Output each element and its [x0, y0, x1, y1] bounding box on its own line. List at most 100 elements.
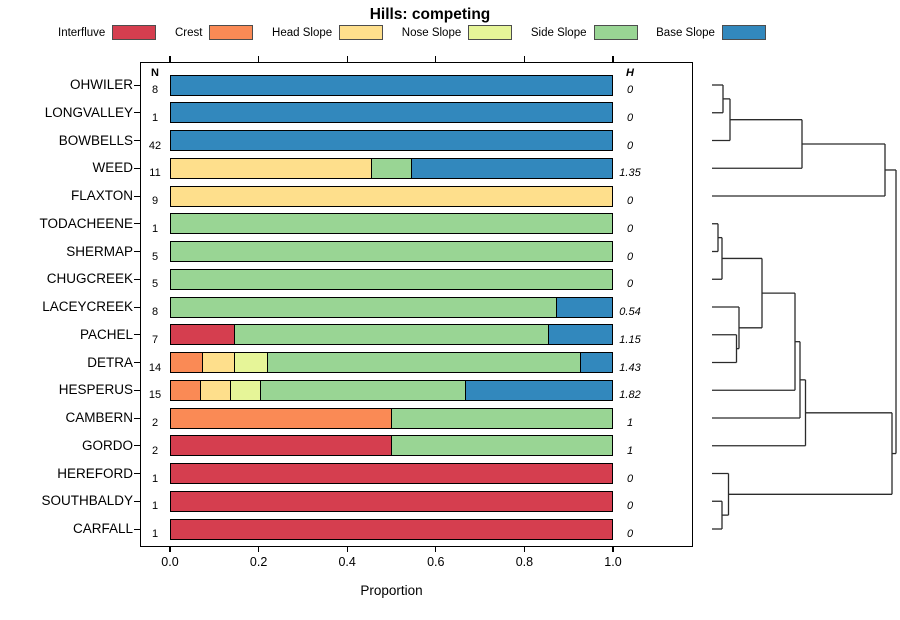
h-value: 0	[626, 222, 634, 235]
x-tick-top	[258, 56, 260, 62]
y-tick	[134, 223, 140, 225]
y-tick	[134, 140, 140, 142]
bar-segment-crest	[171, 408, 391, 428]
h-value: 1.35	[619, 167, 641, 180]
y-tick	[134, 389, 140, 391]
x-tick-label: 0.6	[427, 555, 445, 569]
n-value: 1	[151, 472, 159, 485]
bar-segment-base	[411, 158, 612, 178]
bar-segment-crest	[171, 380, 201, 400]
x-tick-label: 0.4	[338, 555, 356, 569]
legend-item-base: Base Slope	[656, 25, 766, 40]
bar-segment-side	[391, 408, 612, 428]
x-tick-bottom	[612, 546, 614, 552]
row-label: SOUTHBALDY	[41, 493, 133, 509]
legend-item-head: Head Slope	[272, 25, 384, 40]
bar-row	[170, 185, 613, 207]
legend-label: Base Slope	[656, 26, 715, 39]
n-value: 2	[151, 444, 159, 457]
y-tick	[134, 334, 140, 336]
x-tick-label: 1.0	[604, 555, 622, 569]
legend-item-crest: Crest	[174, 25, 254, 40]
bar-row	[170, 435, 613, 457]
bar-segment-side	[370, 158, 412, 178]
bar-segment-side	[171, 214, 612, 234]
bar-segment-side	[171, 269, 612, 289]
x-tick-label: 0.2	[249, 555, 268, 569]
n-value: 1	[151, 111, 159, 124]
row-label: LACEYCREEK	[42, 299, 133, 314]
n-value: 42	[148, 139, 162, 152]
row-label: DETRA	[87, 354, 133, 370]
row-label: TODACHEENE	[39, 215, 133, 231]
legend-swatch	[209, 25, 254, 40]
h-value: 0	[626, 195, 634, 207]
n-value: 5	[151, 250, 159, 263]
bar-row	[170, 102, 613, 124]
bar-row	[170, 407, 613, 429]
h-value: 0	[626, 250, 634, 263]
legend-swatch	[468, 25, 513, 40]
y-tick	[134, 251, 140, 253]
y-tick	[134, 84, 140, 86]
n-value: 5	[151, 278, 159, 291]
bar-segment-head	[171, 158, 371, 178]
y-tick	[134, 528, 140, 530]
h-value: 0.54	[619, 306, 641, 318]
h-value: 0	[626, 528, 634, 540]
legend-item-nose: Nose Slope	[401, 25, 513, 40]
x-tick-top	[346, 56, 348, 62]
h-value: 0	[626, 472, 634, 485]
bar-segment-interfluve	[171, 325, 234, 345]
legend-label: Head Slope	[272, 26, 333, 39]
row-label: FLAXTON	[70, 188, 133, 203]
row-label: PACHEL	[79, 326, 133, 342]
bar-segment-interfluve	[171, 436, 391, 456]
bar-row	[170, 268, 613, 290]
legend-swatch	[593, 25, 638, 40]
legend-label: Crest	[174, 26, 203, 39]
x-tick-bottom	[169, 546, 171, 552]
bar-row	[170, 463, 613, 484]
h-column-header: H	[626, 67, 634, 79]
n-value: 11	[149, 167, 161, 180]
bar-row	[170, 324, 613, 346]
x-tick-top	[435, 56, 437, 62]
row-label: HEREFORD	[57, 465, 133, 481]
bar-segment-side	[391, 436, 612, 456]
x-tick-bottom	[523, 546, 525, 552]
n-value: 9	[151, 195, 159, 207]
bar-row	[170, 157, 613, 179]
y-tick	[134, 306, 140, 308]
row-label: GORDO	[81, 437, 133, 453]
bar-segment-interfluve	[171, 491, 612, 511]
y-tick	[134, 473, 140, 475]
x-axis-label: Proportion	[360, 583, 423, 598]
y-tick	[134, 112, 140, 114]
bar-row	[170, 130, 613, 151]
bar-segment-side	[171, 242, 612, 261]
bar-segment-base	[171, 103, 612, 123]
n-value: 7	[151, 333, 159, 346]
legend-label: Nose Slope	[401, 26, 462, 39]
bar-segment-base	[548, 325, 613, 345]
bar-segment-side	[266, 353, 580, 372]
row-label: OHWILER	[69, 77, 133, 92]
n-column-header: N	[151, 67, 159, 79]
row-label: HESPERUS	[58, 382, 133, 398]
bar-segment-head	[200, 380, 231, 400]
h-value: 0	[626, 500, 634, 513]
bar-segment-base	[171, 75, 612, 95]
y-tick	[134, 500, 140, 502]
n-value: 1	[151, 222, 159, 235]
x-tick-bottom	[435, 546, 437, 552]
y-tick	[134, 195, 140, 197]
n-value: 8	[151, 84, 159, 96]
legend-label: Interfluve	[58, 26, 106, 39]
n-value: 1	[151, 528, 159, 540]
n-value: 1	[151, 500, 159, 513]
bar-segment-head	[171, 186, 612, 206]
bar-row	[170, 379, 613, 401]
bar-segment-base	[171, 131, 612, 150]
